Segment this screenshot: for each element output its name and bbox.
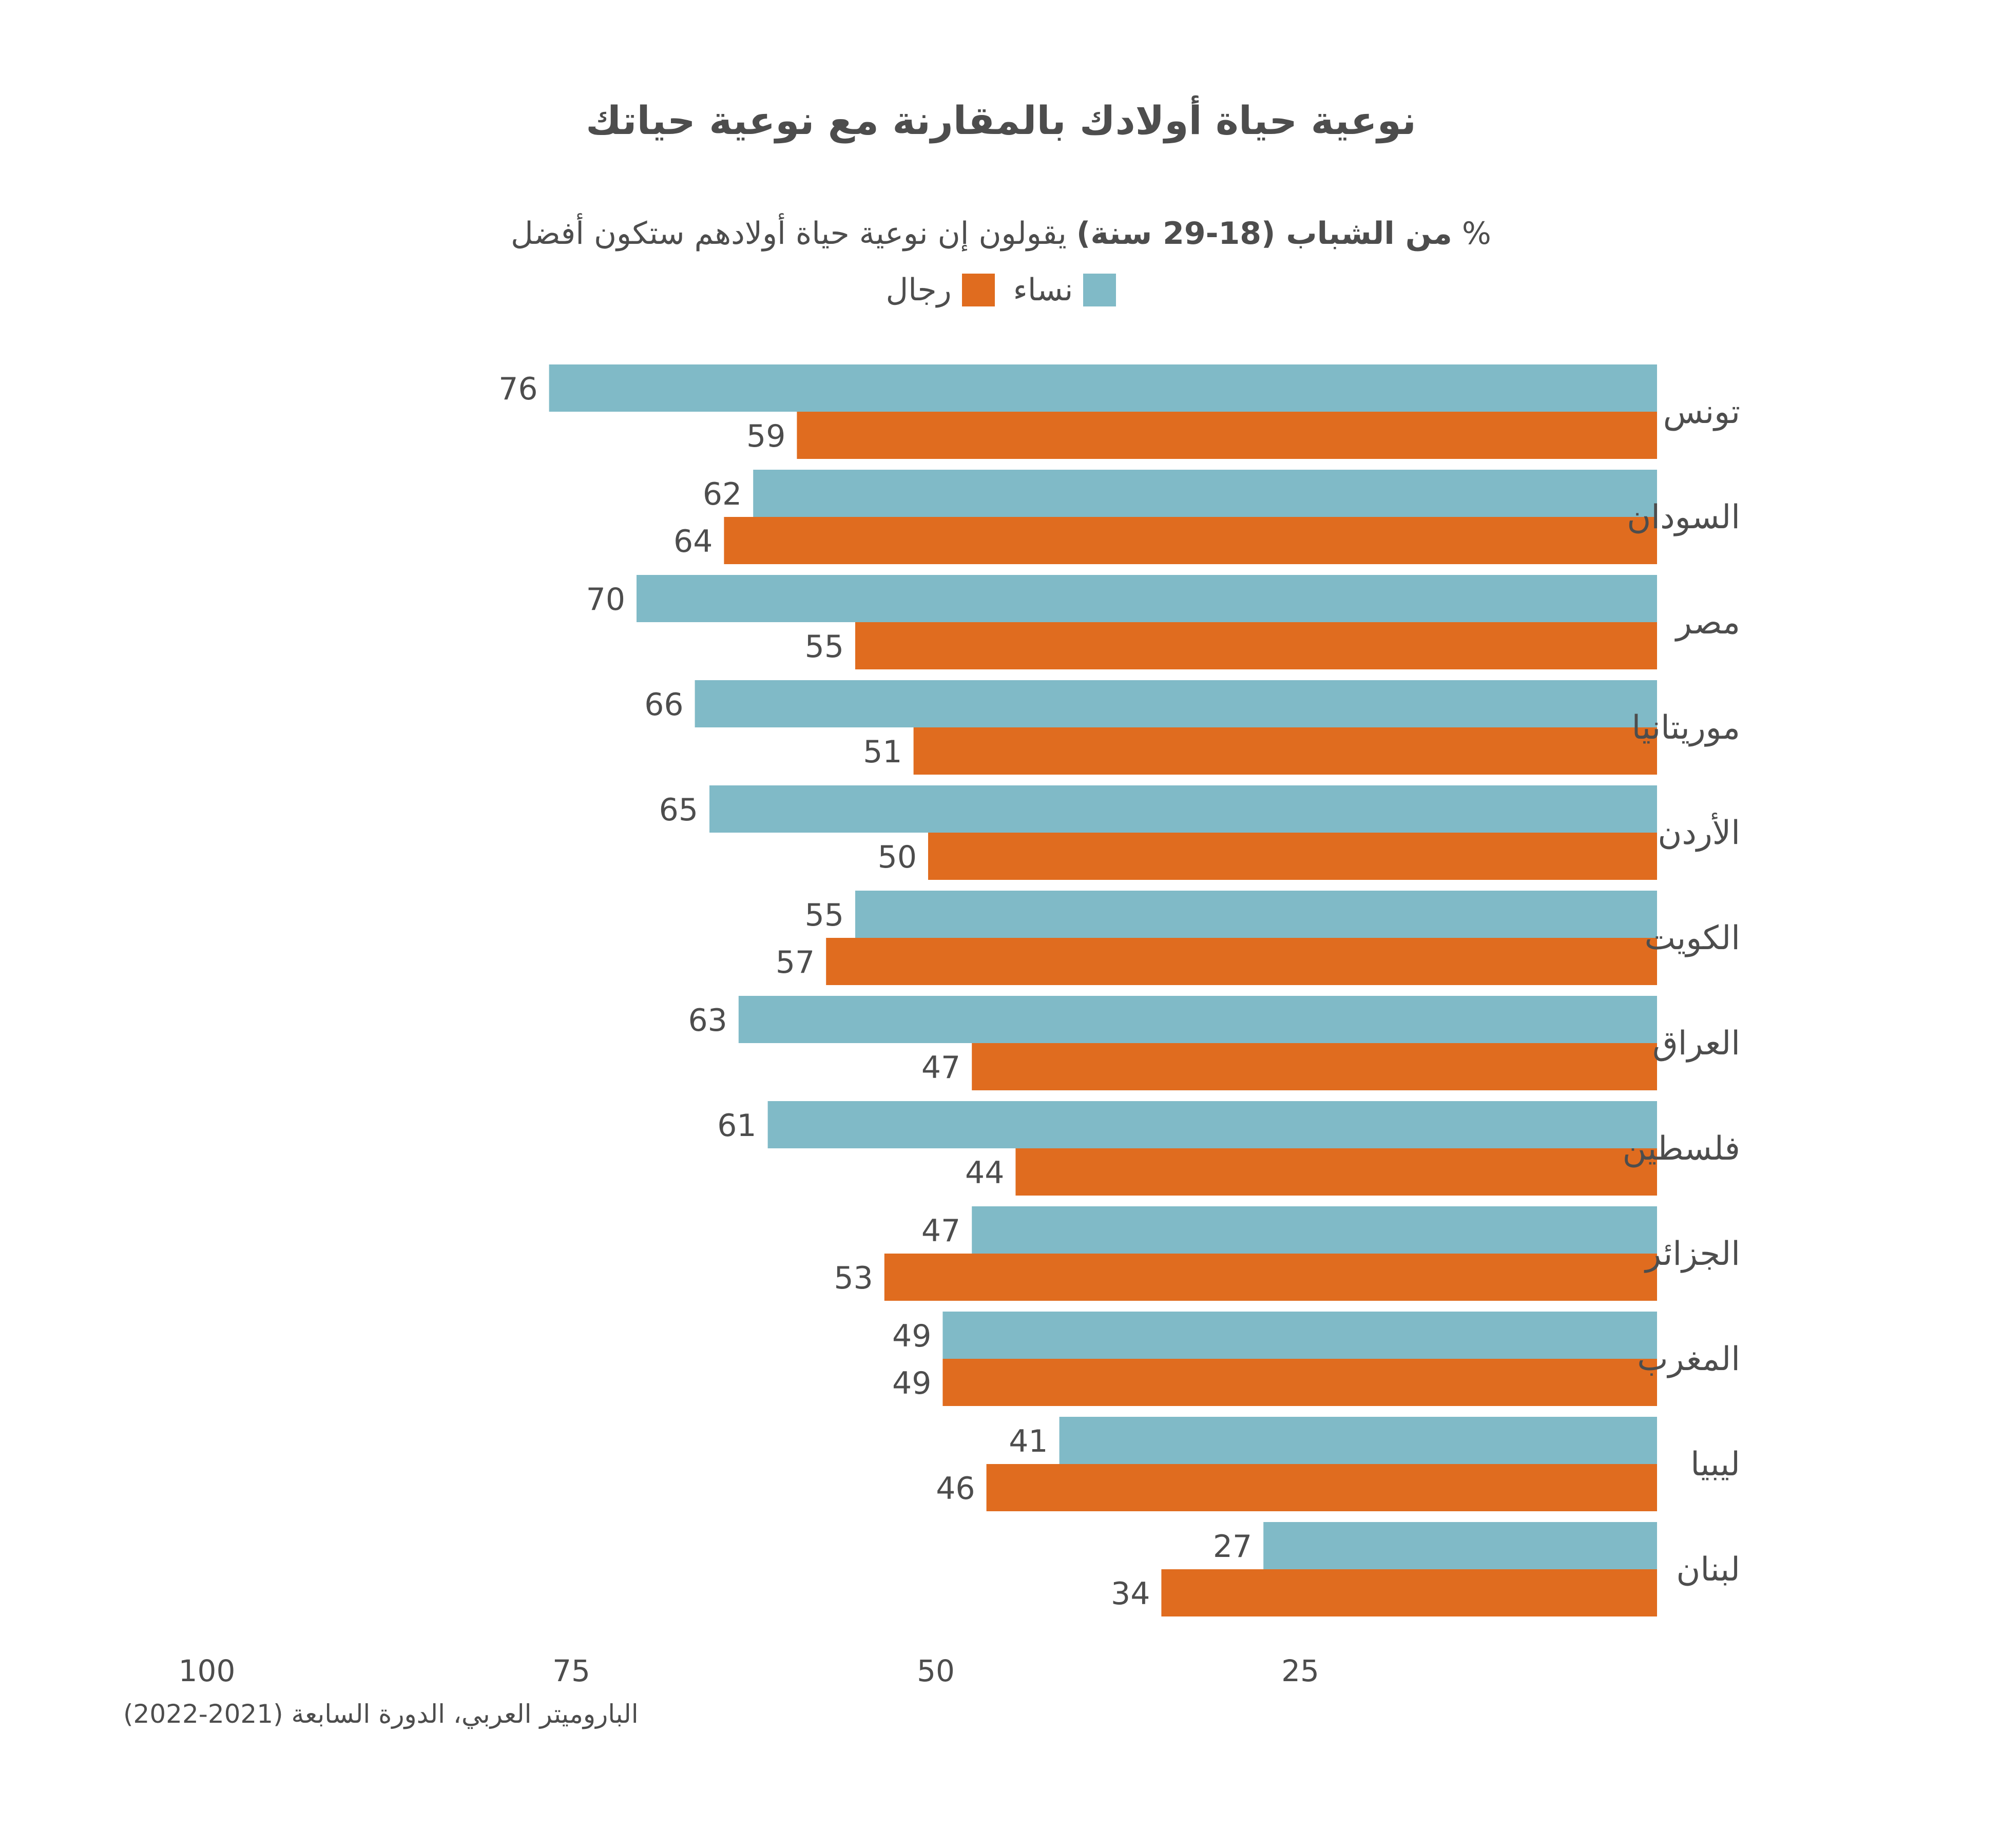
data-label-women: 63: [688, 1003, 727, 1038]
bar-men: [797, 412, 1657, 459]
category-label: الكويت: [1645, 919, 1740, 957]
bar-men: [884, 1254, 1657, 1301]
data-label-men: 49: [892, 1365, 931, 1401]
category-label: الأردن: [1658, 812, 1740, 852]
category-label: العراق: [1652, 1025, 1740, 1063]
category-label: المغرب: [1637, 1340, 1740, 1378]
subtitle-rest: يقولون إن نوعية حياة أولادهم ستكون أفضل: [511, 216, 1067, 252]
legend-swatch-men: [961, 274, 995, 306]
bar-men: [1015, 1148, 1657, 1196]
subtitle-bold: من الشباب (18-29 سنة): [1076, 216, 1452, 252]
bar-women: [942, 1312, 1657, 1359]
bar-women: [855, 891, 1657, 938]
bar-women: [738, 996, 1657, 1043]
legend: نساء رجال: [0, 272, 2002, 308]
bar-men: [913, 727, 1657, 775]
data-label-women: 70: [586, 582, 625, 618]
bar-women: [972, 1206, 1657, 1254]
bar-men: [986, 1464, 1657, 1511]
bar-men: [942, 1359, 1657, 1406]
data-label-women: 49: [892, 1318, 931, 1354]
bar-men: [826, 938, 1657, 985]
data-label-women: 76: [498, 371, 537, 407]
data-label-women: 61: [717, 1108, 756, 1144]
chart-title: نوعية حياة أولادك بالمقارنة مع نوعية حيا…: [586, 98, 1416, 143]
category-label: تونس: [1663, 393, 1740, 431]
legend-swatch-women: [1083, 274, 1116, 306]
data-label-men: 50: [878, 839, 917, 875]
legend-item-women: نساء: [1013, 272, 1116, 308]
category-label: موريتانيا: [1632, 709, 1741, 747]
category-label: فلسطين: [1623, 1130, 1740, 1168]
data-label-women: 47: [921, 1213, 960, 1249]
bar-men: [972, 1043, 1657, 1090]
data-label-women: 66: [644, 687, 683, 723]
data-label-men: 53: [834, 1260, 873, 1296]
legend-item-men: رجال: [886, 272, 995, 308]
data-label-men: 59: [746, 418, 785, 454]
subtitle-percent: %: [1461, 216, 1491, 252]
data-label-men: 46: [936, 1471, 975, 1507]
bar-women: [767, 1101, 1657, 1148]
x-tick-label: 25: [1281, 1653, 1319, 1688]
data-label-women: 55: [805, 897, 844, 933]
source-note: الباروميتر العربي، الدورة السابعة (2021-…: [123, 1699, 639, 1729]
data-label-women: 62: [703, 476, 742, 512]
bar-women: [1059, 1417, 1657, 1464]
data-label-men: 57: [776, 945, 815, 980]
category-label: الجزائر: [1644, 1235, 1740, 1273]
bar-women: [753, 470, 1657, 517]
bar-women: [1263, 1522, 1657, 1569]
data-label-men: 64: [673, 524, 713, 560]
data-label-men: 51: [863, 734, 902, 770]
bar-men: [724, 517, 1657, 564]
legend-label-men: رجال: [886, 272, 952, 308]
category-label: السودان: [1627, 498, 1740, 536]
data-label-women: 65: [659, 792, 698, 828]
bar-women: [637, 575, 1657, 622]
bar-men: [855, 622, 1657, 669]
data-label-men: 44: [965, 1155, 1004, 1191]
x-tick-label: 75: [552, 1653, 590, 1688]
x-tick-label: 50: [917, 1653, 955, 1688]
legend-label-women: نساء: [1013, 272, 1073, 308]
bar-women: [549, 364, 1657, 412]
bar-women: [709, 785, 1657, 833]
bar-women: [695, 680, 1657, 727]
x-tick-label: 100: [179, 1653, 236, 1688]
data-label-men: 55: [805, 629, 844, 665]
data-label-women: 41: [1009, 1423, 1048, 1459]
category-label: ليبيا: [1690, 1446, 1740, 1484]
data-label-women: 27: [1213, 1529, 1252, 1565]
chart-subtitle: % من الشباب (18-29 سنة) يقولون إن نوعية …: [0, 216, 2002, 252]
data-label-men: 47: [921, 1050, 960, 1086]
data-label-men: 34: [1111, 1576, 1150, 1612]
bar-men: [928, 833, 1657, 880]
category-label: مصر: [1674, 604, 1740, 642]
category-label: لبنان: [1676, 1551, 1740, 1589]
bar-men: [1161, 1569, 1657, 1616]
